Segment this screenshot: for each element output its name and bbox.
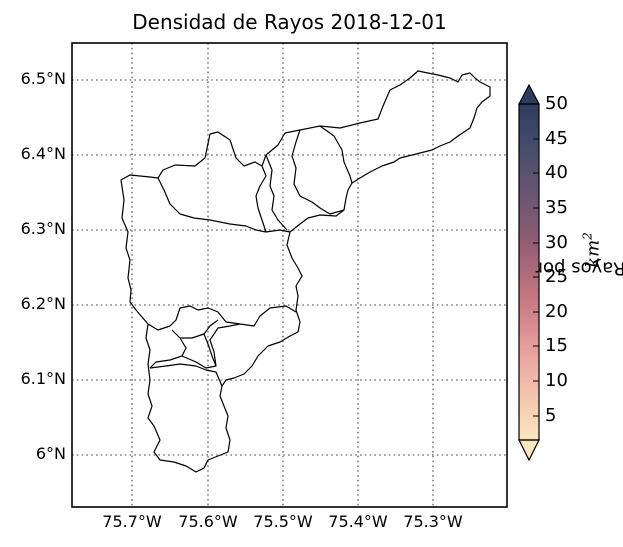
municipality-boundary	[147, 305, 297, 331]
colorbar-tick-label: 25	[545, 266, 568, 287]
municipality-boundary	[291, 129, 345, 215]
municipality-boundary	[149, 355, 183, 369]
colorbar	[518, 83, 540, 462]
lon-tick-label: 75.5°W	[253, 512, 313, 531]
lat-tick-label: 6.2°N	[20, 294, 66, 313]
municipality-boundary	[255, 165, 267, 233]
lat-tick-label: 6°N	[35, 444, 66, 463]
map-title: Densidad de Rayos 2018-12-01	[132, 10, 447, 34]
lat-tick-label: 6.4°N	[20, 144, 66, 163]
lat-tick-label: 6.5°N	[20, 69, 66, 88]
map-frame	[71, 42, 508, 508]
lon-tick-label: 75.3°W	[403, 512, 463, 531]
municipality-boundaries	[120, 70, 491, 473]
colorbar-tick-label: 30	[545, 232, 568, 253]
colorbar-tick-label: 40	[545, 162, 568, 183]
lon-tick-label: 75.6°W	[178, 512, 238, 531]
colorbar-extend-max-arrow	[518, 83, 540, 105]
lon-tick-label: 75.4°W	[328, 512, 388, 531]
municipality-boundary	[179, 333, 217, 369]
region-outline	[120, 70, 491, 473]
colorbar-tick-label: 45	[545, 128, 568, 149]
municipality-boundary	[171, 319, 219, 339]
lat-tick-label: 6.3°N	[20, 219, 66, 238]
colorbar-tick-label: 15	[545, 335, 568, 356]
map-gridlines	[72, 43, 507, 507]
colorbar-tick-label: 50	[545, 93, 568, 114]
lat-tick-label: 6.1°N	[20, 369, 66, 388]
municipality-boundary	[209, 323, 241, 367]
colorbar-tick-label: 5	[545, 405, 557, 426]
colorbar-gradient	[519, 104, 539, 440]
municipality-boundary	[319, 125, 353, 184]
municipality-boundary	[157, 177, 291, 233]
colorbar-tick-label: 35	[545, 197, 568, 218]
colorbar-extend-min-arrow	[518, 439, 540, 462]
colorbar-label-exponent: 2	[580, 232, 595, 240]
colorbar-tick-label: 20	[545, 301, 568, 322]
colorbar-label-prefix: Rayos por	[535, 257, 623, 279]
municipality-boundary	[149, 363, 223, 387]
lon-tick-label: 75.7°W	[102, 512, 162, 531]
municipality-boundary	[265, 154, 288, 231]
colorbar-tick-label: 10	[545, 370, 568, 391]
